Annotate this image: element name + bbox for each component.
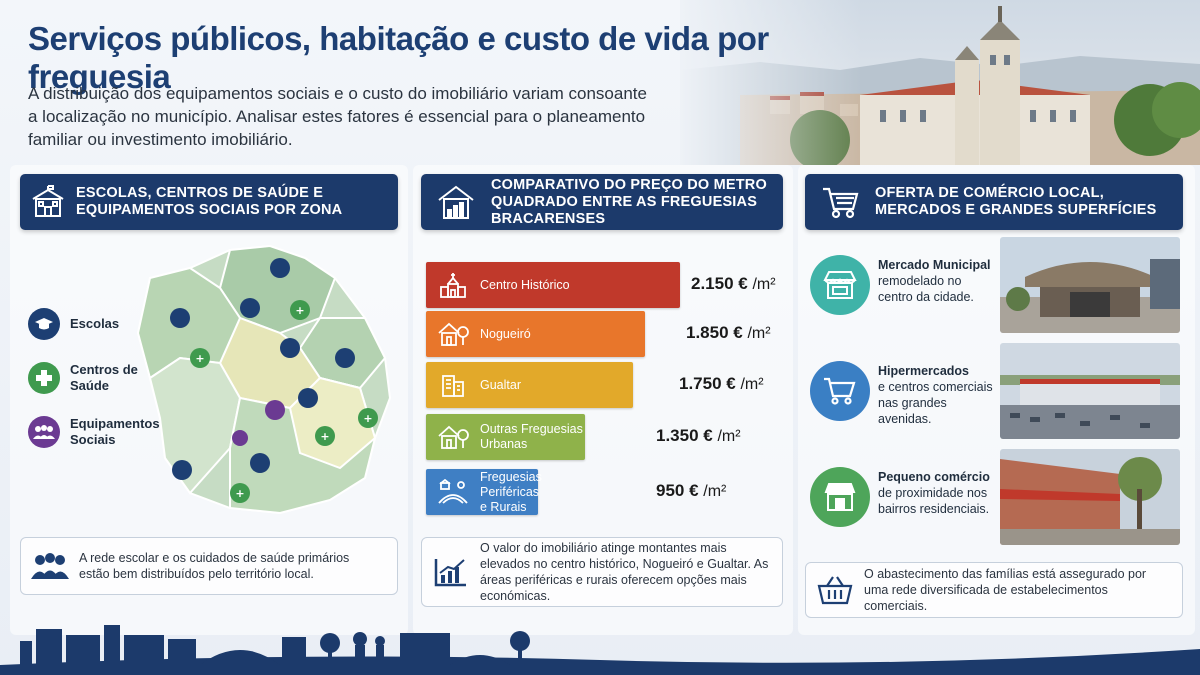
services-note-text: A rede escolar e os cuidados de saúde pr… (79, 551, 350, 581)
medical-cross-icon (28, 362, 60, 394)
price-bar-value: 1.350 € /m² (656, 426, 741, 446)
price-value-number: 1.850 € (686, 323, 743, 342)
price-bar-value: 950 € /m² (656, 481, 726, 501)
price-bar: Centro Histórico (426, 262, 680, 308)
price-value-unit: /m² (752, 276, 776, 293)
legend-label-schools: Escolas (70, 316, 120, 331)
market-stall-icon (810, 255, 870, 315)
svg-text:+: + (195, 352, 204, 365)
legend-label-social: Equipamentos Sociais (70, 416, 160, 447)
price-bar: Nogueiró (426, 311, 645, 357)
legend-item-health: Centros de Saúde (28, 362, 160, 394)
house-chart-icon (421, 174, 491, 230)
price-bar-label: Centro Histórico (480, 277, 570, 292)
page-title: Serviços públicos, habitação e custo de … (28, 20, 769, 95)
price-bar-value: 1.850 € /m² (686, 323, 771, 343)
shop-text-local: Pequeno comércio de proximidade nos bair… (878, 469, 998, 517)
buildings-icon (426, 372, 480, 398)
prices-note: O valor do imobiliário atinge montantes … (421, 537, 783, 607)
city-skyline-photo (680, 0, 1200, 165)
price-bar-label: Outras Freguesias Urbanas (480, 422, 583, 451)
shop-desc-local: de proximidade nos bairros residenciais. (878, 486, 990, 516)
section-prices-header: Comparativo do preço do metro quadrado e… (421, 174, 783, 230)
shop-title-local: Pequeno comércio (878, 470, 990, 484)
price-value-number: 1.750 € (679, 374, 736, 393)
city-silhouette-footer (0, 605, 1200, 675)
price-bar: Gualtar (426, 362, 633, 408)
price-value-unit: /m² (717, 428, 741, 445)
price-bar-label: Gualtar (480, 377, 521, 392)
services-note: A rede escolar e os cuidados de saúde pr… (20, 537, 398, 595)
svg-text:+: + (235, 487, 244, 500)
price-value-number: 2.150 € (691, 274, 748, 293)
shop-desc-market: remodelado no centro da cidade. (878, 274, 974, 304)
price-value-number: 1.350 € (656, 426, 713, 445)
price-bar-label: Freguesias Periféricas e Rurais (480, 469, 542, 514)
svg-text:+: + (363, 412, 372, 425)
shop-desc-hypermarket: e centros comerciais nas grandes avenida… (878, 380, 993, 426)
section-prices-title: Comparativo do preço do metro quadrado e… (491, 176, 767, 227)
svg-text:+: + (295, 304, 304, 317)
prices-note-text: O valor do imobiliário atinge montantes … (480, 541, 769, 603)
church-icon (426, 272, 480, 298)
house-tree-icon (426, 321, 480, 347)
section-commerce-title: Oferta de comércio local, mercados e gra… (875, 185, 1157, 218)
price-bar: Freguesias Periféricas e Rurais (426, 469, 542, 515)
fields-icon (426, 479, 480, 505)
graduation-cap-icon (28, 308, 60, 340)
people-group-icon (21, 552, 79, 580)
shop-item-hypermarket: Hipermercados e centros comerciais nas g… (810, 343, 1190, 443)
shop-item-local: Pequeno comércio de proximidade nos bair… (810, 449, 1190, 549)
shopping-cart-icon (810, 361, 870, 421)
price-bar-value: 2.150 € /m² (691, 274, 776, 294)
price-value-unit: /m² (740, 376, 764, 393)
price-bar: Outras Freguesias Urbanas (426, 414, 585, 460)
price-value-number: 950 € (656, 481, 699, 500)
school-building-icon (20, 174, 76, 230)
shopping-basket-icon (806, 575, 864, 605)
shopping-cart-icon (805, 174, 875, 230)
market-photo (1000, 237, 1180, 333)
section-services-header: Escolas, centros de saúde e equipamentos… (20, 174, 398, 230)
shop-text-hypermarket: Hipermercados e centros comerciais nas g… (878, 363, 998, 427)
commerce-note-text: O abastecimento das famílias está assegu… (864, 567, 1147, 613)
social-marker-icon (232, 400, 285, 446)
shop-title-market: Mercado Municipal (878, 258, 991, 272)
trend-chart-icon (422, 557, 480, 587)
school-marker-icon (170, 258, 355, 480)
shop-item-market: Mercado Municipal remodelado no centro d… (810, 237, 1190, 337)
shop-text-market: Mercado Municipal remodelado no centro d… (878, 257, 998, 305)
parish-map: + + + + + (120, 238, 410, 523)
price-bar-label: Nogueiró (480, 326, 531, 341)
section-commerce-header: Oferta de comércio local, mercados e gra… (805, 174, 1183, 230)
price-bar-value: 1.750 € /m² (679, 374, 764, 394)
legend-label-health: Centros de Saúde (70, 362, 138, 393)
house-tree-icon (426, 424, 480, 450)
health-marker-icon (190, 300, 378, 503)
price-value-unit: /m² (703, 483, 727, 500)
price-value-unit: /m² (747, 325, 771, 342)
hypermarket-photo (1000, 343, 1180, 439)
people-group-icon (28, 416, 60, 448)
legend-item-social: Equipamentos Sociais (28, 416, 160, 448)
section-services-title: Escolas, centros de saúde e equipamentos… (76, 185, 343, 218)
legend-item-schools: Escolas (28, 308, 160, 340)
commerce-note: O abastecimento das famílias está assegu… (805, 562, 1183, 618)
intro-text: A distribuição dos equipamentos sociais … (28, 84, 647, 149)
svg-text:+: + (320, 430, 329, 443)
shop-icon (810, 467, 870, 527)
local-shop-photo (1000, 449, 1180, 545)
map-legend: Escolas Centros de Saúde Equipamentos So… (28, 308, 160, 470)
shop-title-hypermarket: Hipermercados (878, 364, 970, 378)
